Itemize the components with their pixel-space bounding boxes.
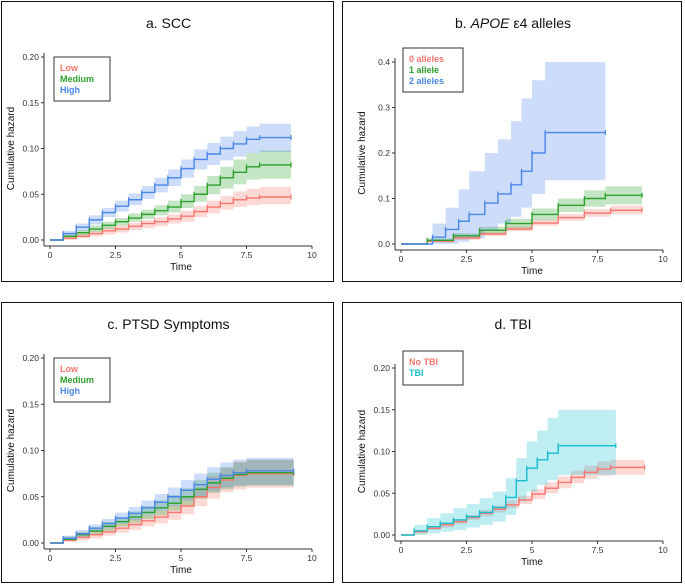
series-line-tbi: [401, 444, 616, 536]
series-line-0-alleles: [401, 209, 643, 245]
y-tick-label: 0.15: [22, 399, 39, 409]
chart-title: c. PTSD Symptoms: [107, 316, 229, 332]
x-tick-label: 7.5: [592, 545, 604, 555]
chart-title: a. SCC: [146, 15, 191, 31]
censor-marks-tbi: [413, 443, 617, 534]
chart-title: b. APOE ε4 alleles: [455, 15, 571, 31]
y-tick-label: 0.10: [22, 446, 39, 456]
y-tick-label: 0.00: [22, 538, 39, 548]
x-axis-title: Time: [170, 565, 192, 576]
y-tick-label: 0.10: [373, 447, 390, 457]
legend-box: [402, 47, 464, 93]
ci-band-0-alleles: [401, 205, 643, 244]
x-tick-label: 2.5: [110, 250, 122, 260]
legend-label: Low: [60, 364, 79, 374]
legend-label: Medium: [60, 375, 94, 385]
y-tick-label: 0.20: [373, 363, 390, 373]
y-tick-label: 0.00: [22, 235, 39, 245]
x-tick-label: 5: [530, 254, 535, 264]
y-tick-label: 0.2: [378, 148, 390, 158]
legend-label: TBI: [409, 368, 424, 378]
x-tick-label: 0: [48, 553, 53, 563]
chart-svg: c. PTSD Symptoms 0 2.5 5 7.5 10 0.00 0.05 0.10 0.…: [6, 316, 317, 576]
x-axis-title: Time: [521, 266, 543, 277]
y-axis-title: Cumulative hazard: [357, 111, 368, 194]
legend-box: [53, 56, 111, 102]
legend-label: High: [60, 85, 80, 95]
y-tick-label: 0.3: [378, 103, 390, 113]
chart-svg: b. APOE ε4 alleles 0 2.5 5 7.5 10 0.0 0.1 0.2 0.3…: [357, 15, 668, 277]
y-tick-label: 0.05: [22, 189, 39, 199]
x-tick-label: 10: [658, 254, 668, 264]
ci-band-medium: [50, 150, 292, 240]
chart-panel-ptsd: c. PTSD Symptoms 0 2.5 5 7.5 10 0.00 0.05 0.10 0.…: [1, 302, 334, 583]
x-tick-label: 0: [399, 254, 404, 264]
y-tick-label: 0.4: [378, 57, 390, 67]
y-tick-label: 0.15: [373, 405, 390, 415]
ci-band-no-tbi: [401, 459, 645, 535]
series-line-1-allele: [401, 194, 643, 245]
chart-panel-apoe: b. APOE ε4 alleles 0 2.5 5 7.5 10 0.0 0.1 0.2 0.3…: [342, 1, 682, 282]
chart-panel-tbi: d. TBI 0 2.5 5 7.5 10 0.00 0.05 0.10 0.15 0.20 Time…: [342, 302, 682, 583]
x-tick-label: 2.5: [461, 545, 473, 555]
x-tick-label: 7.5: [592, 254, 604, 264]
chart-title: d. TBI: [494, 316, 531, 332]
chart-panel-scc: a. SCC 0 2.5 5 7.5 10 0.00 0.05 0.10 0.15 0.20 Time…: [1, 1, 334, 282]
x-tick-label: 0: [48, 250, 53, 260]
censor-marks-high: [62, 468, 295, 541]
y-tick-label: 0.20: [22, 353, 39, 363]
series-line-2-alleles: [401, 131, 606, 245]
legend-label: High: [60, 386, 80, 396]
ci-band-tbi: [401, 409, 616, 535]
y-tick-label: 0.05: [373, 488, 390, 498]
y-tick-label: 0.15: [22, 98, 39, 108]
legend-label: Low: [60, 63, 79, 73]
chart-svg: a. SCC 0 2.5 5 7.5 10 0.00 0.05 0.10 0.15 0.20 Time…: [6, 15, 317, 273]
ci-band-2-alleles: [401, 62, 606, 244]
x-tick-label: 5: [530, 545, 535, 555]
legend-label: No TBI: [409, 357, 438, 367]
legend-label: 0 alleles: [409, 54, 444, 64]
ci-band-low: [50, 186, 292, 240]
legend-label: 2 alleles: [409, 76, 444, 86]
chart-svg: d. TBI 0 2.5 5 7.5 10 0.00 0.05 0.10 0.15 0.20 Time…: [357, 316, 668, 568]
x-axis-title: Time: [521, 557, 543, 568]
x-tick-label: 2.5: [110, 553, 122, 563]
y-tick-label: 0.00: [373, 530, 390, 540]
y-tick-label: 0.05: [22, 492, 39, 502]
x-tick-label: 10: [307, 553, 317, 563]
y-tick-label: 0.0: [378, 239, 390, 249]
legend-label: 1 allele: [409, 65, 439, 75]
censor-marks-2-alleles: [431, 130, 606, 240]
x-tick-label: 5: [179, 553, 184, 563]
y-axis-title: Cumulative hazard: [6, 409, 17, 492]
x-axis-title: Time: [170, 262, 192, 273]
y-tick-label: 0.10: [22, 144, 39, 154]
ci-band-1-allele: [401, 186, 643, 244]
ci-band-high: [50, 123, 292, 240]
x-tick-label: 0: [399, 545, 404, 555]
legend-label: Medium: [60, 74, 94, 84]
y-axis-title: Cumulative hazard: [357, 410, 368, 493]
x-tick-label: 2.5: [461, 254, 473, 264]
x-tick-label: 10: [307, 250, 317, 260]
censor-marks-low: [62, 194, 292, 241]
censor-marks-high: [62, 135, 292, 237]
y-tick-label: 0.1: [378, 194, 390, 204]
legend-box: [53, 357, 111, 403]
y-tick-label: 0.20: [22, 52, 39, 62]
x-tick-label: 7.5: [241, 553, 253, 563]
y-axis-title: Cumulative hazard: [6, 107, 17, 190]
x-tick-label: 5: [179, 250, 184, 260]
x-tick-label: 7.5: [241, 250, 253, 260]
legend-box: [402, 350, 464, 386]
x-tick-label: 10: [658, 545, 668, 555]
censor-marks-1-allele: [426, 192, 643, 243]
